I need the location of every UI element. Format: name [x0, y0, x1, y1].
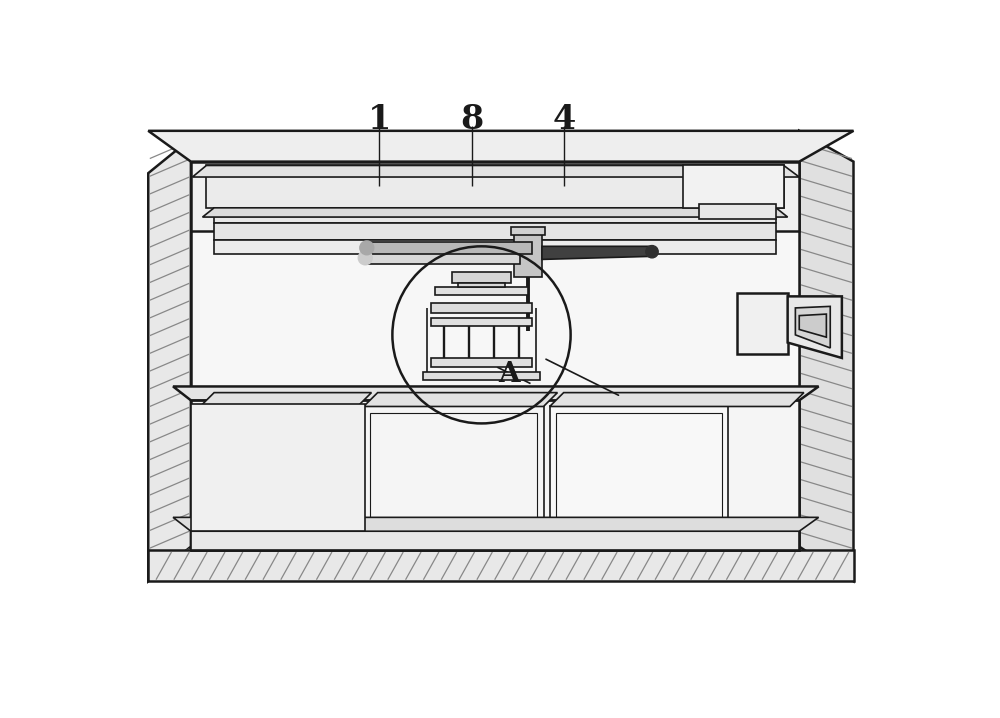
Polygon shape — [200, 406, 358, 544]
Polygon shape — [191, 401, 799, 551]
Polygon shape — [148, 551, 854, 582]
Polygon shape — [550, 393, 804, 406]
Polygon shape — [795, 307, 830, 348]
Polygon shape — [514, 231, 542, 277]
Polygon shape — [431, 302, 532, 313]
Polygon shape — [200, 393, 371, 406]
Polygon shape — [683, 165, 784, 208]
Polygon shape — [542, 246, 652, 259]
Polygon shape — [214, 240, 776, 254]
Polygon shape — [365, 242, 532, 254]
Polygon shape — [173, 518, 819, 531]
Polygon shape — [191, 404, 365, 531]
Polygon shape — [173, 386, 819, 401]
Polygon shape — [364, 393, 557, 406]
Text: 8: 8 — [461, 103, 484, 136]
Polygon shape — [799, 131, 854, 582]
Polygon shape — [788, 297, 842, 358]
Polygon shape — [698, 204, 776, 220]
Polygon shape — [214, 223, 776, 240]
Polygon shape — [458, 282, 505, 287]
Polygon shape — [550, 406, 728, 544]
Polygon shape — [511, 227, 545, 235]
Text: A: A — [498, 361, 519, 388]
Circle shape — [646, 246, 658, 258]
Polygon shape — [192, 165, 799, 177]
Polygon shape — [191, 162, 799, 231]
Polygon shape — [435, 287, 528, 295]
Polygon shape — [423, 372, 540, 380]
Polygon shape — [206, 165, 784, 208]
Polygon shape — [799, 314, 826, 337]
Polygon shape — [148, 139, 191, 582]
Circle shape — [358, 251, 372, 265]
Circle shape — [360, 241, 374, 255]
Polygon shape — [191, 531, 799, 551]
Polygon shape — [431, 318, 532, 326]
Polygon shape — [214, 208, 776, 223]
Polygon shape — [191, 162, 799, 551]
Polygon shape — [202, 208, 788, 217]
Polygon shape — [364, 406, 544, 544]
Polygon shape — [365, 252, 520, 264]
Polygon shape — [452, 271, 511, 282]
Polygon shape — [431, 358, 532, 367]
Polygon shape — [148, 131, 854, 162]
Polygon shape — [737, 292, 788, 354]
Text: 4: 4 — [553, 103, 576, 136]
Text: 1: 1 — [368, 103, 391, 136]
